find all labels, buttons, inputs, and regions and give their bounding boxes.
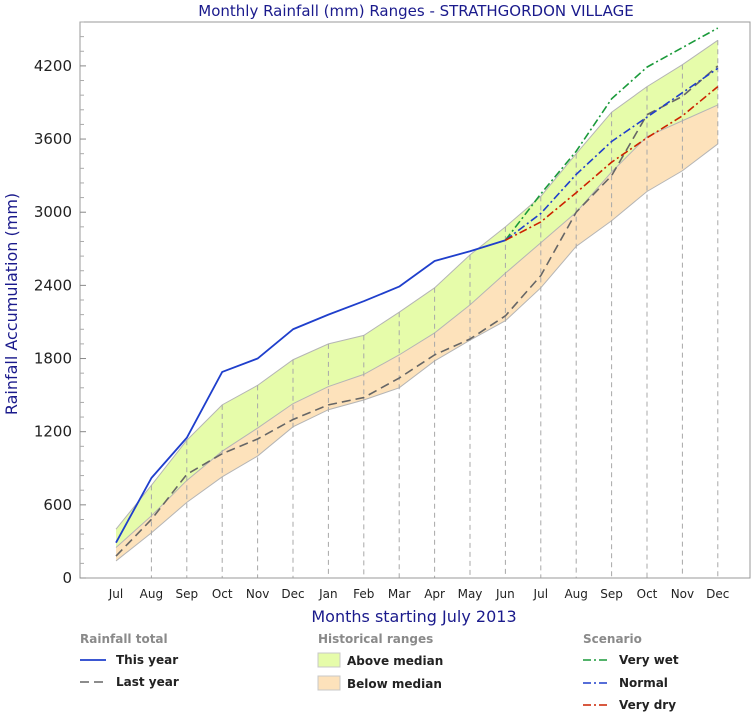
series-line-very-wet (504, 27, 719, 241)
y-axis-title: Rainfall Accumulation (mm) (2, 193, 21, 415)
plot-area: 0 600 1200 1800 2400 3000 3600 4200 Jul Aug Sep Oct… (34, 21, 751, 601)
x-tick-label: Nov (246, 587, 269, 601)
legend-swatch-above-median (317, 652, 341, 668)
y-tick-label: 1800 (34, 350, 72, 368)
x-tick-label: Apr (424, 587, 445, 601)
band-edge-upper (115, 39, 719, 530)
x-tick-label: Sep (175, 587, 198, 601)
legend-label-very-dry: Very dry (619, 698, 676, 712)
y-tick-label: 3600 (34, 130, 72, 148)
legend-label-below-median: Below median (347, 677, 442, 691)
series-line-very-dry (505, 86, 719, 241)
x-tick-label: Jul (108, 587, 123, 601)
x-tick-label: Feb (353, 587, 374, 601)
x-tick-label: Jan (318, 587, 338, 601)
series-line-last-year (115, 65, 719, 557)
legend-label-normal: Normal (619, 676, 668, 690)
legend-label-this-year: This year (116, 653, 178, 667)
above-median-band (116, 40, 718, 548)
chart-title: Monthly Rainfall (mm) Ranges - STRATHGOR… (198, 2, 633, 20)
legend-heading-scenario: Scenario (583, 632, 642, 646)
y-tick-label: 1200 (34, 423, 72, 441)
y-tick-label: 600 (43, 496, 72, 514)
x-tick-label: Oct (637, 587, 658, 601)
x-tick-label: Oct (212, 587, 233, 601)
series-line-normal (504, 67, 719, 241)
y-tick-label: 3000 (34, 203, 72, 221)
x-tick-label: Dec (281, 587, 304, 601)
x-tick-label: Jun (495, 587, 515, 601)
series-line-this-year (115, 239, 506, 544)
x-tick-label: Aug (140, 587, 163, 601)
x-tick-label: Sep (600, 587, 623, 601)
legend-heading-historical-ranges: Historical ranges (318, 632, 433, 646)
legend-swatch-below-median (317, 675, 341, 691)
y-tick-label: 0 (62, 569, 72, 587)
x-tick-label: Mar (388, 587, 411, 601)
y-tick-label: 4200 (34, 57, 72, 75)
legend: Rainfall total Historical ranges Scenario T… (80, 632, 679, 712)
below-median-band (116, 104, 718, 561)
x-tick-label: May (458, 587, 483, 601)
x-tick-label: Jul (533, 587, 548, 601)
y-tick-label: 2400 (34, 276, 72, 294)
legend-heading-rainfall-total: Rainfall total (80, 632, 168, 646)
x-tick-label: Dec (706, 587, 729, 601)
band-edge-lower (115, 143, 719, 562)
band-edge-median (115, 104, 719, 548)
legend-label-above-median: Above median (347, 654, 443, 668)
x-tick-label: Aug (564, 587, 587, 601)
legend-label-last-year: Last year (116, 675, 179, 689)
legend-label-very-wet: Very wet (619, 653, 679, 667)
x-axis-title: Months starting July 2013 (311, 607, 516, 626)
x-tick-label: Nov (671, 587, 694, 601)
